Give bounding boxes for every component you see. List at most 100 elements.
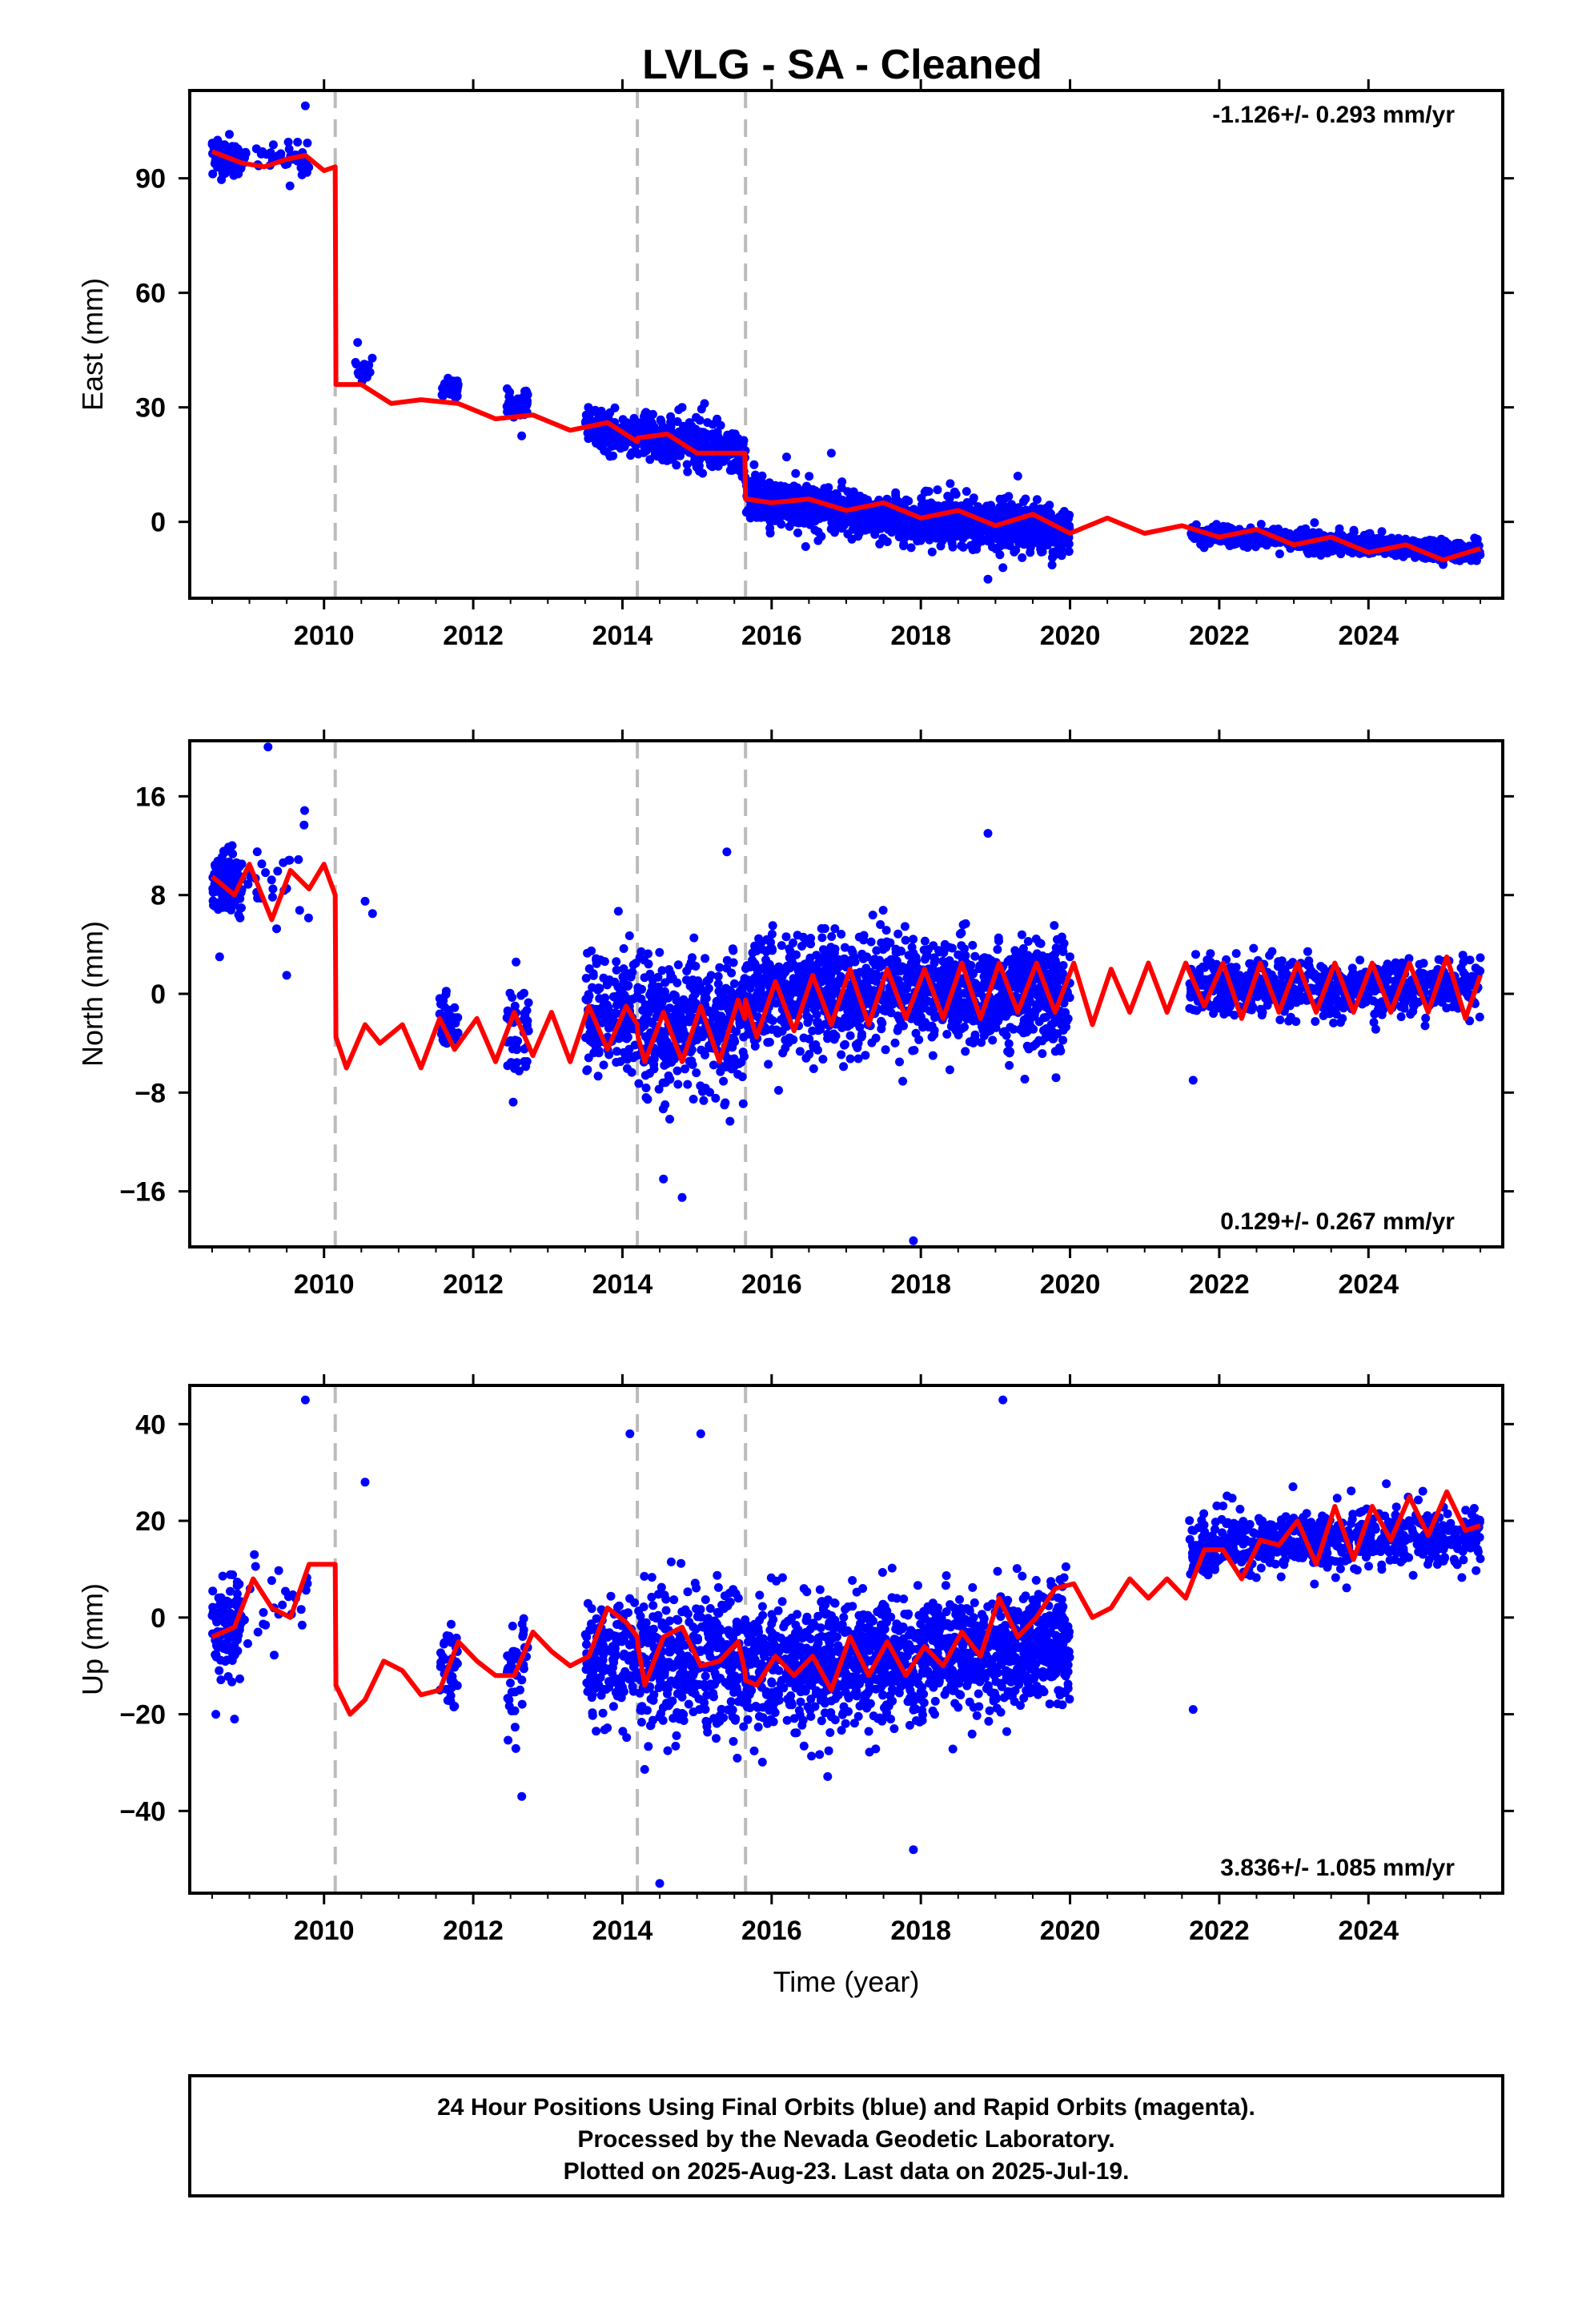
north-data-point — [225, 870, 235, 880]
east-data-point — [302, 167, 311, 177]
east-break-lines — [333, 90, 748, 598]
east-x-tick-label: 2024 — [1338, 621, 1399, 651]
east-data-point — [957, 518, 966, 528]
north-data-point — [1006, 1047, 1015, 1056]
north-data-point — [920, 936, 930, 946]
north-data-point — [208, 884, 218, 894]
east-data-point — [948, 542, 958, 552]
north-data-point — [765, 1037, 774, 1047]
east-data-point — [300, 101, 310, 111]
north-data-point — [848, 994, 857, 1003]
north-data-point — [267, 892, 277, 902]
east-data-point — [642, 423, 652, 432]
east-data-point — [517, 431, 527, 440]
north-data-point — [754, 996, 764, 1006]
east-data-point — [708, 462, 717, 472]
north-data-point — [817, 924, 826, 933]
north-data-point — [709, 1060, 718, 1070]
east-data-point — [285, 181, 295, 191]
north-data-point — [917, 993, 926, 1003]
north-data-point — [975, 961, 985, 971]
north-data-point — [607, 1012, 616, 1022]
north-data-point — [777, 941, 786, 951]
north-data-point — [272, 924, 281, 934]
east-data-point — [813, 527, 823, 537]
east-data-point — [939, 529, 949, 539]
north-data-point — [1039, 1013, 1049, 1023]
north-data-point — [817, 933, 827, 943]
north-data-point — [627, 1068, 636, 1077]
east-data-point — [1003, 507, 1013, 517]
north-data-point — [599, 1060, 608, 1070]
east-data-point — [962, 487, 971, 497]
north-data-point — [901, 935, 910, 945]
north-data-point — [868, 957, 877, 967]
north-data-point — [641, 1093, 651, 1102]
east-data-point — [878, 513, 888, 521]
east-data-point — [673, 417, 682, 426]
north-data-point — [795, 1047, 805, 1056]
east-data-point — [600, 446, 609, 456]
east-data-point — [793, 528, 802, 537]
east-data-point — [1310, 518, 1319, 528]
north-data-point — [243, 879, 253, 889]
east-data-point — [610, 403, 620, 412]
east-data-point — [666, 422, 676, 432]
east-data-point — [793, 483, 802, 493]
north-data-point — [861, 971, 870, 980]
north-data-point — [878, 906, 888, 915]
east-data-point — [1042, 541, 1052, 550]
north-data-point — [909, 1046, 919, 1055]
east-y-tick-label: 0 — [151, 508, 166, 538]
north-data-point — [812, 1010, 821, 1019]
north-data-point — [699, 1096, 709, 1105]
east-data-point — [813, 489, 822, 499]
north-data-point — [776, 1027, 785, 1036]
north-data-point — [619, 1047, 628, 1057]
east-data-point — [665, 455, 675, 464]
north-data-point — [619, 976, 628, 986]
north-data-point — [600, 1011, 609, 1021]
east-data-point — [994, 528, 1004, 537]
north-data-point — [701, 954, 710, 963]
north-data-point — [764, 1059, 773, 1069]
north-data-point — [657, 966, 667, 975]
north-data-point — [768, 1016, 777, 1025]
east-data-point — [1012, 529, 1022, 539]
east-data-point — [1002, 536, 1012, 545]
east-data-point — [1037, 547, 1046, 557]
east-data-point — [1243, 543, 1252, 553]
east-data-point — [645, 455, 655, 464]
north-data-point — [881, 1045, 890, 1055]
east-data-point — [896, 526, 905, 536]
east-data-point — [860, 495, 869, 505]
east-data-point — [998, 500, 1007, 509]
north-data-point — [655, 947, 665, 957]
east-data-point — [1054, 540, 1063, 549]
east-data-point — [802, 481, 811, 491]
north-data-point — [853, 1054, 863, 1063]
east-data-point — [351, 360, 361, 369]
north-data-point — [892, 967, 901, 976]
north-data-point — [767, 930, 777, 939]
north-data-point — [785, 953, 794, 963]
east-data-point — [256, 149, 266, 159]
north-data-point — [781, 932, 791, 942]
north-data-point — [592, 959, 601, 968]
east-data-point — [365, 368, 375, 377]
north-data-point — [450, 1003, 460, 1012]
north-data-point — [802, 1011, 812, 1021]
north-data-point — [585, 1035, 595, 1045]
east-data-point — [946, 500, 955, 509]
east-data-point — [761, 513, 770, 522]
north-data-point — [893, 1023, 903, 1033]
east-data-point — [983, 574, 993, 584]
north-data-point — [785, 944, 794, 954]
north-data-point — [839, 957, 849, 967]
north-data-point — [686, 958, 696, 967]
north-data-point — [994, 1016, 1003, 1026]
north-data-point — [843, 1022, 852, 1031]
east-x-tick-label: 2012 — [443, 621, 504, 651]
